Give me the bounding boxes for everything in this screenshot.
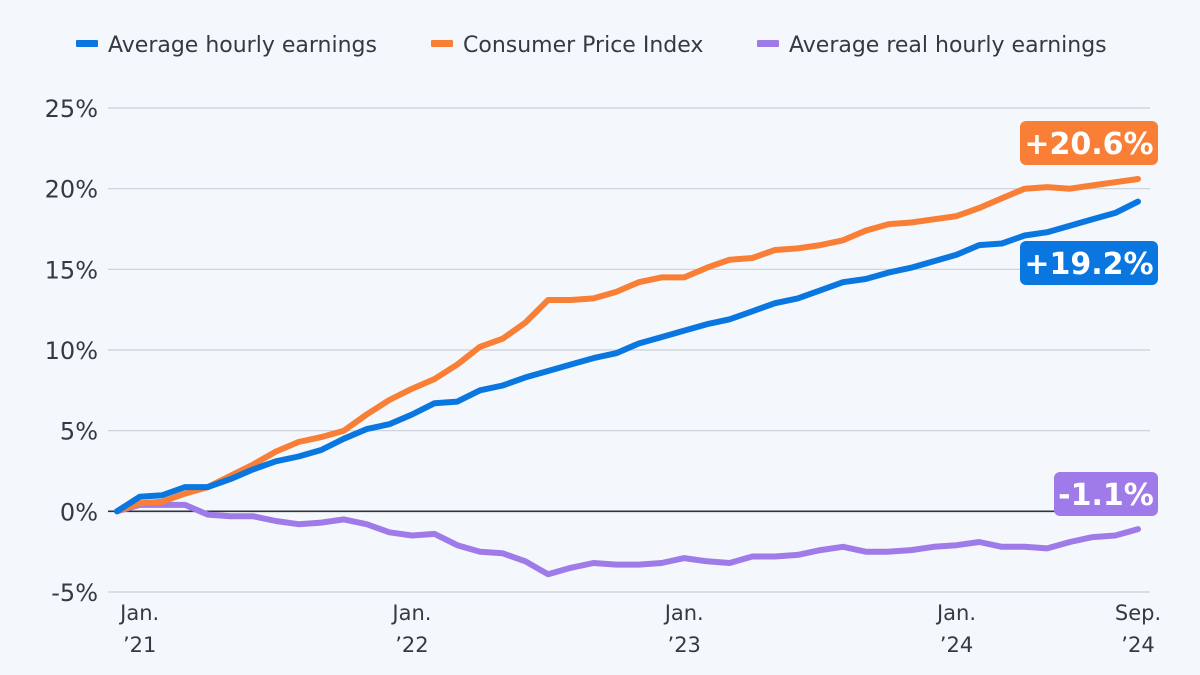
legend-label: Average real hourly earnings (789, 33, 1107, 58)
x-tick-label: Jan. ’24 (935, 601, 976, 657)
y-tick-label: 5% (60, 418, 98, 446)
x-tick-month: Sep. (1115, 601, 1161, 625)
series-line-average-hourly-earnings (114, 198, 1141, 515)
y-tick-label: 10% (45, 337, 98, 365)
y-tick-label: 25% (45, 95, 98, 123)
x-tick-year: ’24 (1121, 633, 1154, 657)
x-tick-month: Jan. (663, 601, 704, 625)
series-line-average-real-hourly-earnings (114, 501, 1141, 578)
x-tick-label: Jan. ’23 (663, 601, 704, 657)
x-tick-month: Jan. (390, 601, 431, 625)
badge-value: -1.1% (1058, 478, 1154, 513)
legend-swatch (757, 40, 779, 47)
legend-swatch (76, 40, 98, 47)
y-tick-label: 0% (60, 498, 98, 526)
y-tick-label: 20% (45, 176, 98, 204)
y-tick-label: 15% (45, 256, 98, 284)
x-tick-label: Jan. ’22 (390, 601, 431, 657)
badge-background (1054, 472, 1158, 516)
badge-background (1020, 241, 1158, 285)
end-label-badge: -1.1% (1054, 472, 1158, 516)
x-tick-year: ’24 (940, 633, 973, 657)
legend-swatch (431, 40, 453, 47)
legend-item[interactable]: Average real hourly earnings (757, 33, 1107, 58)
x-tick-year: ’22 (395, 633, 428, 657)
legend-item[interactable]: Average hourly earnings (76, 33, 377, 58)
y-tick-label: -5% (51, 579, 98, 607)
x-tick-label: Jan. ’21 (118, 601, 159, 657)
x-tick-month: Jan. (118, 601, 159, 625)
series-line-consumer-price-index (114, 176, 1141, 515)
x-tick-year: ’21 (123, 633, 156, 657)
end-label-badge: +20.6% (1020, 121, 1158, 165)
badge-background (1020, 121, 1158, 165)
legend-item[interactable]: Consumer Price Index (431, 33, 703, 58)
badge-value: +19.2% (1024, 247, 1153, 282)
x-tick-year: ’23 (668, 633, 701, 657)
x-tick-month: Jan. (935, 601, 976, 625)
legend-label: Consumer Price Index (463, 33, 703, 58)
badge-value: +20.6% (1024, 127, 1153, 162)
end-label-badge: +19.2% (1020, 241, 1158, 285)
legend-label: Average hourly earnings (108, 33, 377, 58)
x-tick-label: Sep. ’24 (1115, 601, 1161, 657)
